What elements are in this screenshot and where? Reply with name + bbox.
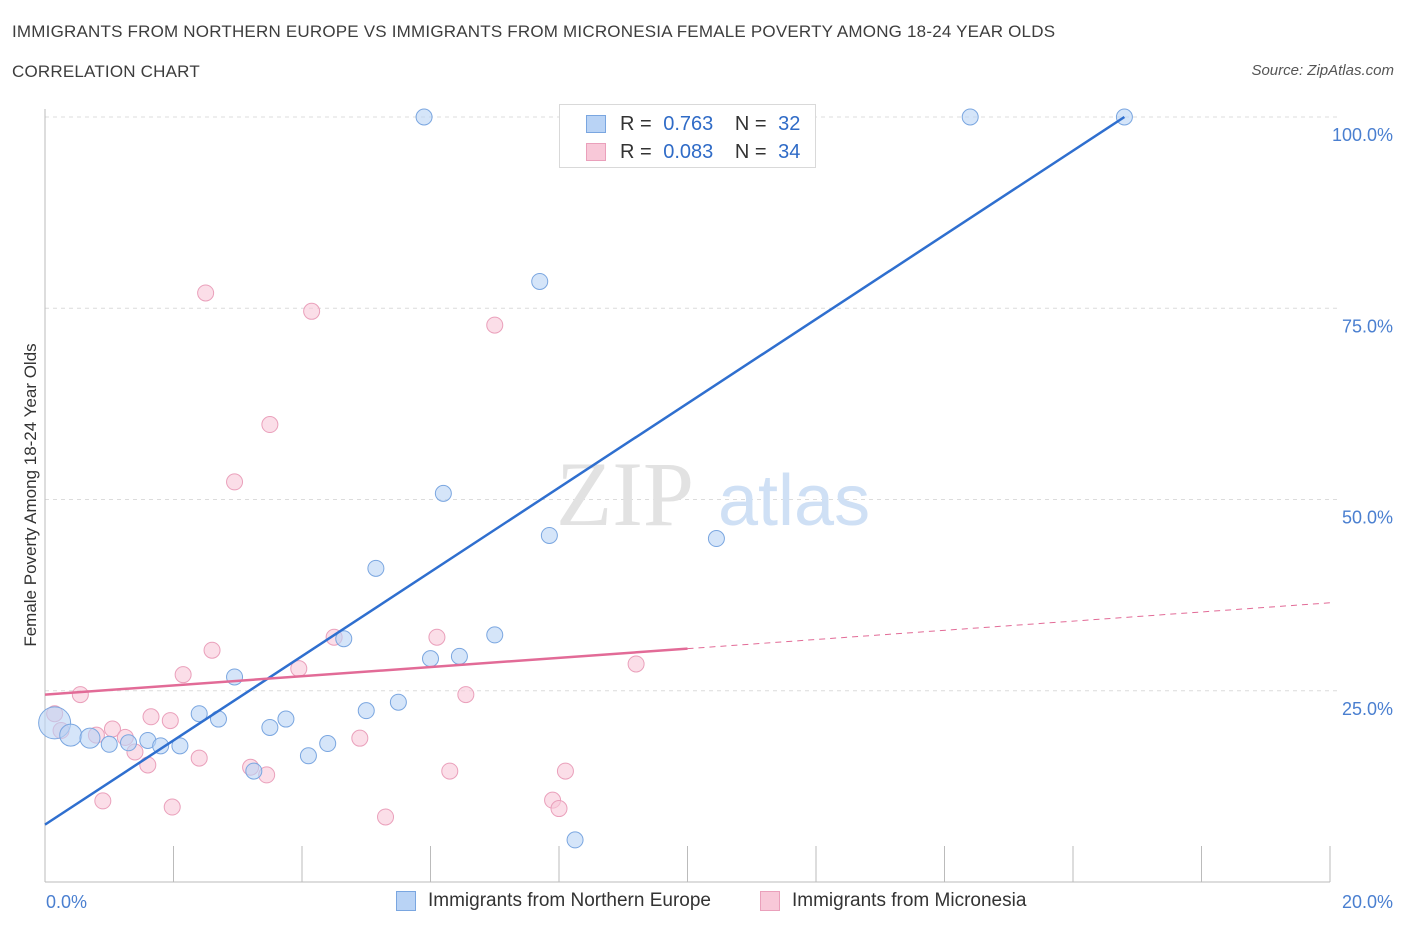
northern-europe-point: [79, 727, 101, 749]
legend-n-blue: 32: [778, 113, 801, 135]
y-tick-labels: 25.0% 50.0% 75.0% 100.0%: [1332, 125, 1393, 719]
correlation-legend: R = 0.763 N = 32 R = 0.083 N = 34: [559, 104, 816, 168]
micronesia-point: [71, 686, 89, 704]
micronesia-point: [351, 729, 369, 747]
northern-europe-point: [415, 108, 433, 126]
chart-title: IMMIGRANTS FROM NORTHERN EUROPE VS IMMIG…: [12, 22, 1056, 41]
northern-europe-points: [38, 108, 1133, 849]
northern-europe-point: [152, 737, 170, 755]
northern-europe-point: [357, 702, 375, 720]
northern-europe-point: [261, 718, 279, 736]
micronesia-point: [94, 792, 112, 810]
northern-europe-point: [171, 737, 189, 755]
bottom-legend-swatch-pink: [760, 891, 780, 911]
legend-n-label: N =: [734, 141, 767, 163]
micronesia-point: [550, 800, 568, 818]
northern-europe-point: [319, 735, 337, 753]
micronesia-point: [377, 808, 395, 826]
watermark-zip: ZIP: [556, 443, 694, 545]
micronesia-trendline-extension: [687, 602, 1331, 650]
northern-europe-point: [100, 735, 118, 753]
northern-europe-point: [707, 530, 725, 548]
chart-subtitle: CORRELATION CHART: [12, 62, 200, 81]
northern-europe-point: [277, 710, 295, 728]
northern-europe-point: [961, 108, 979, 126]
northern-europe-point: [422, 650, 439, 668]
northern-europe-point: [245, 762, 263, 780]
gridlines: [45, 116, 1338, 692]
micronesia-point: [203, 641, 221, 659]
northern-europe-point: [59, 723, 83, 747]
micronesia-point: [197, 284, 215, 302]
northern-europe-point: [531, 272, 549, 290]
axes: [44, 109, 1331, 883]
northern-europe-point: [335, 630, 353, 648]
micronesia-point: [486, 316, 504, 334]
northern-europe-point: [389, 693, 407, 711]
northern-europe-point: [486, 626, 504, 644]
bottom-legend-swatch-blue: [396, 891, 416, 911]
legend-r-pink: 0.083: [663, 141, 714, 163]
micronesia-point: [457, 686, 475, 704]
micronesia-point: [441, 762, 459, 780]
legend-r-blue: 0.763: [663, 113, 714, 135]
micronesia-point: [627, 655, 645, 673]
legend-n-pink: 34: [778, 141, 801, 163]
northern-europe-point: [566, 831, 584, 849]
legend-swatch-pink: [586, 143, 606, 161]
northern-europe-point: [434, 484, 452, 502]
y-axis-title: Female Poverty Among 18-24 Year Olds: [21, 343, 40, 646]
x-tick-label: 20.0%: [1342, 892, 1393, 912]
micronesia-point: [556, 762, 574, 780]
northern-europe-point: [120, 734, 138, 752]
micronesia-point: [190, 749, 208, 767]
micronesia-trendline: [44, 647, 688, 696]
northern-europe-trendline: [44, 115, 1126, 826]
legend-r-label: R =: [620, 141, 652, 163]
northern-europe-point: [540, 526, 558, 544]
watermark: ZIP atlas: [556, 443, 870, 545]
bottom-legend-label-blue: Immigrants from Northern Europe: [428, 890, 711, 911]
northern-europe-point: [450, 647, 468, 665]
micronesia-point: [303, 302, 321, 320]
trendlines: [44, 115, 1331, 826]
watermark-atlas: atlas: [718, 461, 870, 541]
legend-swatch-blue: [586, 115, 606, 133]
x-tick-labels: 0.0% 20.0%: [46, 892, 1393, 912]
legend-n-label: N =: [734, 113, 767, 135]
micronesia-point: [261, 416, 279, 434]
y-tick-label: 50.0%: [1342, 508, 1393, 528]
bottom-legend-label-pink: Immigrants from Micronesia: [792, 890, 1027, 911]
northern-europe-point: [367, 559, 385, 577]
x-tick-label: 0.0%: [46, 892, 87, 912]
micronesia-point: [174, 666, 192, 684]
micronesia-point: [139, 756, 157, 774]
northern-europe-point: [299, 747, 317, 765]
micronesia-point: [226, 473, 244, 491]
y-tick-label: 75.0%: [1342, 316, 1393, 336]
source-attribution: Source: ZipAtlas.com: [1251, 62, 1394, 79]
y-tick-label: 100.0%: [1332, 125, 1393, 145]
micronesia-point: [161, 712, 179, 730]
legend-r-label: R =: [620, 113, 652, 135]
northern-europe-point: [190, 705, 208, 723]
y-tick-label: 25.0%: [1342, 699, 1393, 719]
micronesia-point: [163, 798, 181, 816]
micronesia-point: [428, 628, 446, 646]
micronesia-point: [142, 708, 160, 726]
